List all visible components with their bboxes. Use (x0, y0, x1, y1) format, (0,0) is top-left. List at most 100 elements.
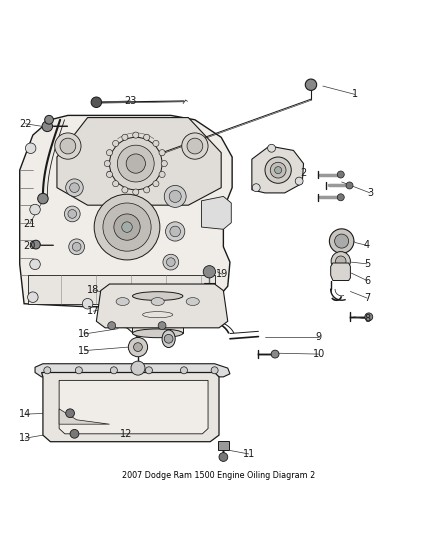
Circle shape (265, 157, 291, 183)
Circle shape (153, 181, 159, 187)
Circle shape (122, 187, 128, 193)
Circle shape (28, 292, 38, 302)
Circle shape (161, 160, 167, 167)
Circle shape (114, 214, 140, 240)
Circle shape (128, 337, 148, 357)
Circle shape (211, 367, 218, 374)
Circle shape (145, 367, 152, 374)
Text: 12: 12 (120, 429, 132, 439)
Polygon shape (252, 146, 304, 193)
Circle shape (271, 350, 279, 358)
Circle shape (144, 187, 150, 193)
Text: 19: 19 (216, 269, 229, 279)
Circle shape (305, 79, 317, 91)
Circle shape (252, 184, 260, 191)
Circle shape (94, 194, 160, 260)
Polygon shape (201, 197, 231, 229)
Polygon shape (20, 115, 232, 307)
Text: 2: 2 (300, 168, 306, 178)
Circle shape (66, 409, 74, 418)
Circle shape (38, 193, 48, 204)
Circle shape (182, 133, 208, 159)
Circle shape (133, 189, 139, 195)
Circle shape (337, 194, 344, 201)
Circle shape (44, 367, 51, 374)
Circle shape (113, 181, 119, 187)
Text: 9: 9 (316, 332, 322, 342)
Circle shape (365, 313, 373, 321)
Circle shape (270, 162, 286, 178)
Circle shape (335, 234, 349, 248)
Circle shape (134, 343, 142, 351)
Circle shape (30, 204, 40, 215)
Text: 21: 21 (24, 219, 36, 229)
Bar (218, 441, 229, 450)
Text: 4: 4 (364, 240, 370, 251)
Ellipse shape (186, 297, 199, 305)
Circle shape (60, 138, 76, 154)
Circle shape (131, 361, 145, 375)
Circle shape (108, 322, 116, 329)
Text: 5: 5 (364, 259, 370, 269)
Circle shape (337, 171, 344, 178)
Circle shape (32, 240, 40, 249)
Text: 10: 10 (313, 349, 325, 359)
Circle shape (159, 150, 165, 156)
Circle shape (187, 138, 203, 154)
Text: 13: 13 (19, 433, 32, 443)
Circle shape (201, 292, 211, 302)
Polygon shape (59, 381, 208, 434)
Circle shape (82, 298, 93, 309)
Polygon shape (57, 118, 221, 205)
Text: 23: 23 (124, 96, 137, 106)
Circle shape (295, 177, 303, 185)
Circle shape (163, 254, 179, 270)
Ellipse shape (151, 297, 164, 305)
Circle shape (329, 229, 354, 253)
Circle shape (70, 430, 79, 438)
Circle shape (164, 185, 186, 207)
Ellipse shape (132, 329, 183, 338)
Circle shape (203, 265, 215, 278)
Text: 14: 14 (19, 409, 32, 419)
Text: 1: 1 (352, 90, 358, 99)
Circle shape (104, 160, 110, 167)
Circle shape (30, 259, 40, 270)
Circle shape (164, 334, 173, 343)
Circle shape (69, 239, 85, 255)
Circle shape (122, 134, 128, 140)
Circle shape (68, 209, 77, 219)
Ellipse shape (132, 292, 183, 301)
Circle shape (55, 133, 81, 159)
Text: 8: 8 (364, 314, 370, 324)
Circle shape (117, 145, 154, 182)
Circle shape (219, 453, 228, 462)
Text: 11: 11 (243, 449, 255, 459)
Circle shape (346, 182, 353, 189)
Ellipse shape (162, 330, 175, 348)
Circle shape (126, 154, 145, 173)
Polygon shape (28, 275, 215, 304)
Circle shape (91, 97, 102, 108)
Polygon shape (35, 364, 230, 377)
Circle shape (113, 140, 119, 147)
Text: 22: 22 (19, 119, 32, 128)
Text: 18: 18 (87, 285, 99, 295)
Circle shape (153, 140, 159, 147)
Text: 2007 Dodge Ram 1500 Engine Oiling Diagram 2: 2007 Dodge Ram 1500 Engine Oiling Diagra… (122, 471, 316, 480)
Circle shape (166, 258, 175, 266)
Circle shape (103, 203, 151, 251)
Polygon shape (331, 263, 350, 280)
Circle shape (45, 115, 53, 124)
Circle shape (66, 179, 83, 197)
Circle shape (75, 367, 82, 374)
Text: 7: 7 (364, 293, 370, 303)
Polygon shape (96, 284, 228, 328)
Text: 16: 16 (78, 329, 91, 339)
Text: 20: 20 (24, 241, 36, 252)
Circle shape (268, 144, 276, 152)
Ellipse shape (116, 297, 129, 305)
Circle shape (122, 222, 132, 232)
Bar (132, 296, 183, 333)
Text: 17: 17 (87, 306, 99, 316)
